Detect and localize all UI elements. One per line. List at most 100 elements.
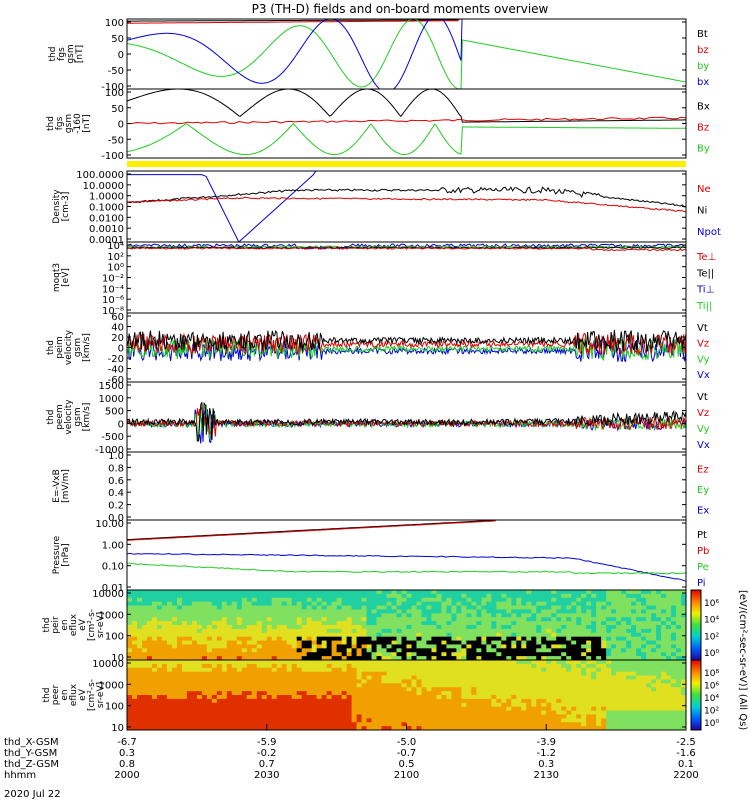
heatmap-cell	[626, 609, 632, 614]
heatmap-cell	[396, 691, 402, 696]
heatmap-cell	[681, 683, 686, 688]
heatmap-cell	[451, 590, 457, 595]
colorbar-tick-label: 10⁶	[704, 599, 719, 609]
heatmap-cell	[581, 628, 587, 634]
heatmap-cell	[576, 706, 582, 711]
heatmap-cell	[506, 698, 512, 704]
heatmap-cell	[161, 617, 168, 622]
heatmap-cell	[581, 667, 587, 673]
heatmap-cell	[601, 663, 607, 669]
heatmap-cell	[506, 702, 512, 708]
heatmap-cell	[481, 597, 487, 603]
heatmap-cell	[481, 702, 487, 708]
heatmap-cell	[516, 613, 522, 618]
heatmap-cell	[671, 652, 677, 657]
heatmap-cell	[276, 687, 283, 692]
heatmap-cell	[306, 613, 313, 618]
heatmap-cell	[196, 644, 203, 649]
heatmap-cell	[386, 656, 392, 660]
heatmap-cell	[156, 636, 163, 641]
heatmap-cell	[596, 726, 602, 730]
heatmap-cell	[127, 726, 133, 730]
heatmap-cell	[366, 706, 372, 711]
heatmap-cell	[156, 605, 163, 610]
heatmap-cell	[576, 597, 582, 603]
heatmap-cell	[401, 621, 407, 626]
heatmap-cell	[456, 702, 462, 708]
heatmap-cell	[311, 726, 318, 730]
heatmap-cell	[251, 590, 258, 595]
legend-Vx: Vx	[697, 440, 710, 451]
heatmap-cell	[646, 617, 652, 622]
heatmap-cell	[536, 671, 542, 676]
heatmap-cell	[246, 632, 253, 638]
heatmap-cell	[231, 632, 238, 638]
heatmap-cell	[171, 698, 178, 704]
heatmap-cell	[231, 621, 238, 626]
y-axis-label: thd	[46, 340, 56, 355]
heatmap-cell	[291, 714, 298, 719]
heatmap-cell	[496, 628, 502, 634]
heatmap-cell	[386, 726, 392, 730]
heatmap-cell	[516, 698, 522, 704]
heatmap-cell	[436, 710, 442, 715]
heatmap-cell	[346, 632, 352, 638]
heatmap-cell	[336, 679, 343, 684]
heatmap-cell	[246, 597, 253, 603]
heatmap-cell	[401, 628, 407, 634]
heatmap-cell	[341, 652, 348, 657]
heatmap-cell	[346, 628, 352, 634]
heatmap-cell	[281, 698, 288, 704]
heatmap-cell	[566, 601, 572, 606]
heatmap-cell	[161, 632, 168, 638]
heatmap-cell	[561, 590, 567, 595]
heatmap-cell	[436, 679, 442, 684]
heatmap-cell	[161, 605, 168, 610]
heatmap-cell	[486, 722, 492, 727]
heatmap-cell	[246, 706, 253, 711]
heatmap-cell	[636, 656, 642, 660]
heatmap-cell	[186, 726, 193, 730]
heatmap-cell	[261, 687, 268, 692]
legend-Te||: Te||	[696, 268, 714, 279]
y-axis-label: eV	[78, 688, 88, 701]
heatmap-cell	[321, 687, 328, 692]
heatmap-cell	[301, 691, 308, 696]
heatmap-cell	[506, 671, 512, 676]
heatmap-cell	[127, 660, 133, 665]
heatmap-cell	[661, 601, 667, 606]
heatmap-cell	[136, 710, 143, 715]
heatmap-cell	[636, 714, 642, 719]
heatmap-cell	[546, 663, 552, 669]
heatmap-cell	[601, 632, 607, 638]
heatmap-cell	[571, 593, 577, 599]
heatmap-cell	[291, 675, 298, 680]
heatmap-cell	[336, 691, 343, 696]
heatmap-cell	[396, 628, 402, 634]
heatmap-cell	[596, 656, 602, 660]
heatmap-cell	[226, 663, 233, 669]
heatmap-cell	[496, 601, 502, 606]
heatmap-cell	[456, 636, 462, 641]
heatmap-cell	[356, 706, 362, 711]
heatmap-cell	[666, 609, 672, 614]
heatmap-cell	[241, 625, 248, 630]
heatmap-cell	[556, 613, 562, 618]
heatmap-cell	[571, 609, 577, 614]
heatmap-cell	[371, 667, 377, 673]
heatmap-cell	[146, 695, 153, 700]
heatmap-cell	[127, 636, 133, 641]
heatmap-cell	[296, 621, 303, 626]
heatmap-cell	[211, 714, 218, 719]
heatmap-cell	[561, 679, 567, 684]
heatmap-cell	[171, 605, 178, 610]
heatmap-cell	[386, 636, 392, 641]
heatmap-cell	[566, 667, 572, 673]
heatmap-cell	[311, 706, 318, 711]
heatmap-cell	[566, 613, 572, 618]
heatmap-cell	[296, 691, 303, 696]
heatmap-cell	[466, 714, 472, 719]
heatmap-cell	[371, 632, 377, 638]
heatmap-cell	[441, 632, 447, 638]
heatmap-cell	[316, 714, 323, 719]
